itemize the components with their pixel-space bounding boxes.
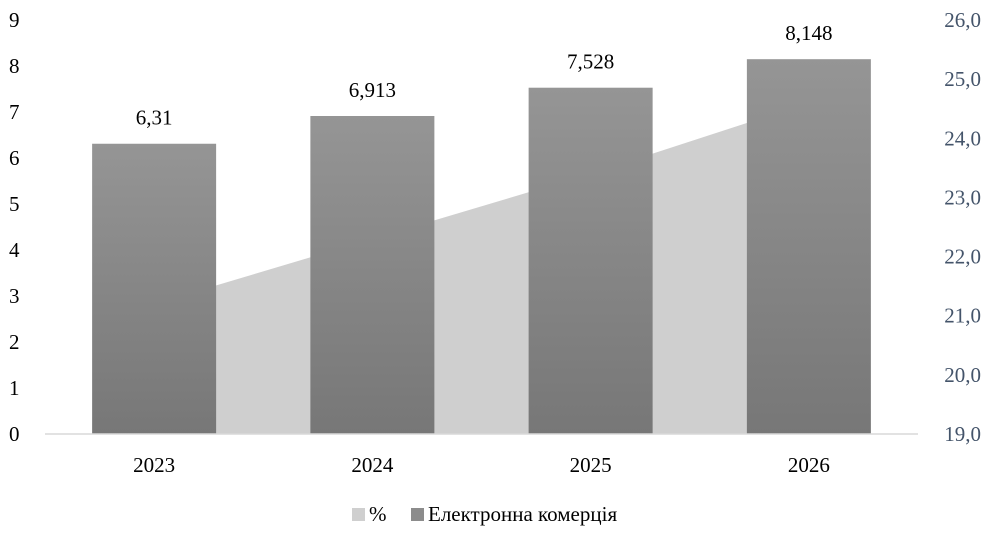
legend-swatch-ecommerce: [411, 508, 424, 521]
right-tick-label: 25,0: [944, 67, 981, 91]
right-tick-label: 23,0: [944, 185, 981, 209]
left-tick-label: 3: [9, 284, 20, 308]
area-series-percent: [154, 102, 809, 435]
data-label-2025: 7,528: [567, 50, 614, 74]
x-tick-label: 2025: [570, 453, 612, 477]
bar-data-labels: 6,31 6,913 7,528 8,148: [136, 21, 833, 130]
left-tick-label: 0: [9, 422, 20, 446]
bar-series-layer: [92, 59, 871, 435]
x-tick-label: 2024: [351, 453, 394, 477]
data-label-2023: 6,31: [136, 106, 173, 130]
left-tick-label: 1: [9, 376, 20, 400]
legend-label-percent: %: [369, 502, 387, 526]
left-tick-label: 5: [9, 192, 20, 216]
left-tick-label: 4: [9, 238, 20, 262]
x-tick-label: 2023: [133, 453, 175, 477]
right-tick-label: 19,0: [944, 422, 981, 446]
right-tick-label: 24,0: [944, 126, 981, 150]
data-label-2024: 6,913: [349, 78, 396, 102]
legend: % Електронна комерція: [352, 502, 617, 526]
legend-label-ecommerce: Електронна комерція: [428, 502, 617, 526]
bar-2025: [528, 87, 653, 434]
bar-2024: [310, 116, 435, 434]
area-series-layer: [154, 102, 809, 435]
left-axis-ticks: 0 1 2 3 4 5 6 7 8 9: [9, 8, 20, 446]
x-tick-label: 2026: [788, 453, 830, 477]
bar-2026: [746, 59, 871, 434]
legend-swatch-percent: [352, 508, 365, 521]
right-tick-label: 21,0: [944, 304, 981, 328]
data-label-2026: 8,148: [785, 21, 832, 45]
x-axis-ticks: 2023 2024 2025 2026: [133, 453, 830, 477]
left-tick-label: 8: [9, 54, 20, 78]
left-tick-label: 6: [9, 146, 20, 170]
right-tick-label: 20,0: [944, 363, 981, 387]
right-tick-label: 26,0: [944, 8, 981, 32]
left-tick-label: 7: [9, 100, 20, 124]
bar-2023: [92, 143, 217, 435]
right-tick-label: 22,0: [944, 245, 981, 269]
right-axis-ticks: 19,0 20,0 21,0 22,0 23,0 24,0 25,0 26,0: [944, 8, 981, 446]
left-tick-label: 9: [9, 8, 20, 32]
left-tick-label: 2: [9, 330, 20, 354]
